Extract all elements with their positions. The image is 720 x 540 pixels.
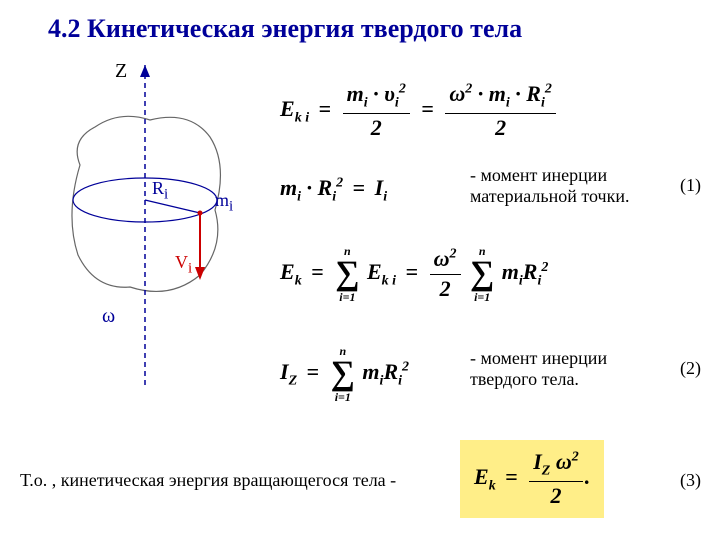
final-kinetic-energy-formula: Ek = IZ ω2 2 . — [460, 440, 604, 518]
moment-inertia-body-annotation: - момент инерции твердого тела. — [470, 348, 607, 389]
total-kinetic-energy-formula: Ek = n ∑ i=1 Ek i = ω2 2 n ∑ i=1 miRi2 — [280, 245, 548, 303]
rotating-body-diagram — [50, 65, 240, 395]
conclusion-text: Т.о. , кинетическая энергия вращающегося… — [20, 470, 396, 491]
omega-label: ω — [102, 305, 115, 328]
z-axis-label: Z — [115, 60, 127, 83]
radius-label: Ri — [152, 178, 168, 204]
eq-number-3: (3) — [680, 470, 701, 491]
mass-label: mi — [215, 190, 233, 216]
page-title: 4.2 Кинетическая энергия твердого тела — [48, 14, 522, 44]
moment-inertia-particle-formula: mi · Ri2 = Ii — [280, 175, 387, 205]
moment-inertia-particle-annotation: - момент инерции материальной точки. — [470, 165, 629, 206]
moment-inertia-body-formula: IZ = n ∑ i=1 miRi2 — [280, 345, 409, 403]
eq-number-1: (1) — [680, 175, 701, 196]
velocity-label: Vi — [175, 252, 192, 278]
kinetic-energy-particle-formula: Ek i = mi · υi2 2 = ω2 · mi · Ri2 2 — [280, 80, 558, 142]
eq-number-2: (2) — [680, 358, 701, 379]
